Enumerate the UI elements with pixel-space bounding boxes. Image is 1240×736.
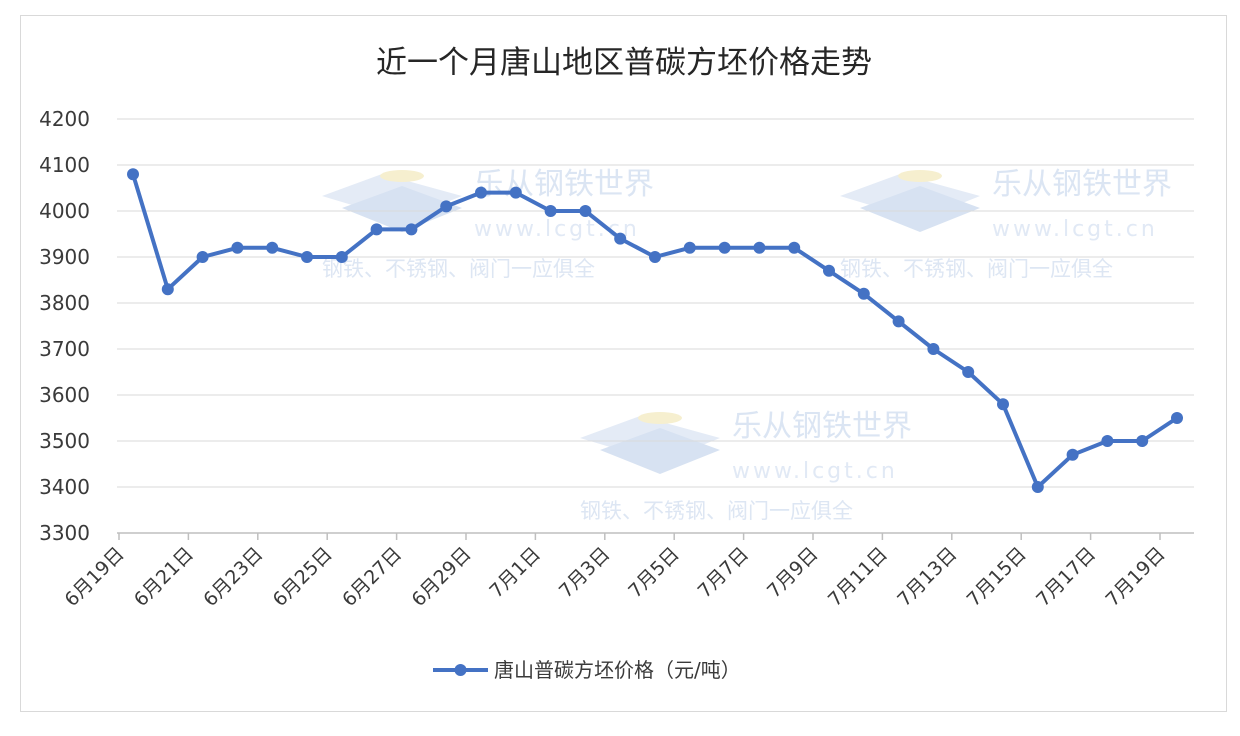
x-tick-label: 6月19日 xyxy=(60,543,128,611)
watermark-slogan: 钢铁、不锈钢、阀门一应俱全 xyxy=(840,257,1113,281)
watermark-logo-layer-icon xyxy=(600,428,720,474)
series-layer xyxy=(127,168,1183,493)
data-point xyxy=(823,264,835,277)
data-point xyxy=(127,168,139,181)
data-point xyxy=(753,241,766,254)
x-tick-label: 6月27日 xyxy=(338,543,406,611)
data-point xyxy=(892,315,905,328)
watermark-layer: 乐从钢铁世界www.lcgt.cn钢铁、不锈钢、阀门一应俱全乐从钢铁世界www.… xyxy=(322,167,1172,523)
watermark-logo-dot-icon xyxy=(638,412,682,424)
data-point xyxy=(405,223,418,236)
data-point xyxy=(1031,481,1044,493)
x-tick-label: 7月19日 xyxy=(1101,543,1169,611)
data-point xyxy=(544,205,557,217)
y-tick-label: 4100 xyxy=(39,153,90,177)
data-point xyxy=(509,186,522,199)
data-point xyxy=(475,186,487,199)
watermark-slogan: 钢铁、不锈钢、阀门一应俱全 xyxy=(580,499,853,523)
data-point xyxy=(788,241,801,254)
data-point xyxy=(440,200,453,213)
x-tick-label: 6月29日 xyxy=(407,543,475,611)
x-tick-label: 7月1日 xyxy=(485,543,545,603)
watermark-logo-dot-icon xyxy=(898,170,942,182)
y-tick-label: 3700 xyxy=(39,337,90,361)
data-point xyxy=(335,251,348,263)
watermark-brand: 乐从钢铁世界 xyxy=(992,167,1172,202)
chart-frame xyxy=(20,15,1227,712)
watermark-slogan: 钢铁、不锈钢、阀门一应俱全 xyxy=(322,257,595,281)
data-point xyxy=(1101,435,1114,447)
x-tick-label: 7月7日 xyxy=(694,543,754,603)
x-tick-label: 7月13日 xyxy=(893,543,961,611)
data-point xyxy=(161,283,174,296)
data-point xyxy=(683,241,696,254)
watermark-url: www.lcgt.cn xyxy=(732,459,898,484)
x-tick-label: 7月11日 xyxy=(824,543,892,611)
data-point xyxy=(370,223,383,236)
y-tick-label: 4000 xyxy=(39,199,90,223)
y-tick-label: 4200 xyxy=(39,107,90,131)
data-point xyxy=(1171,412,1183,424)
y-tick-label: 3800 xyxy=(39,291,90,315)
watermark-logo-dot-icon xyxy=(380,170,424,182)
data-point xyxy=(997,398,1009,411)
legend-label: 唐山普碳方坯价格（元/吨） xyxy=(494,658,741,682)
y-axis: 3300 3400 3500 3600 3700 3800 3900 4000 4100 4200 xyxy=(39,107,90,545)
watermark-logo-layer-icon xyxy=(342,186,462,232)
data-point xyxy=(231,241,244,254)
x-tick-label: 6月25日 xyxy=(269,543,337,611)
x-axis: 6月19日 6月21日 6月23日 6月25日 6月27日 6月29日 7月1日 7月3日 7月… xyxy=(60,532,1194,611)
x-tick-label: 7月15日 xyxy=(963,543,1031,611)
watermark-logo-layer-icon xyxy=(860,186,980,232)
y-tick-label: 3600 xyxy=(39,383,90,407)
data-point xyxy=(579,205,592,217)
x-tick-label: 7月17日 xyxy=(1032,543,1100,611)
legend-marker-icon xyxy=(454,664,467,676)
x-tick-label: 6月23日 xyxy=(199,543,267,611)
data-point xyxy=(857,287,870,300)
y-tick-label: 3400 xyxy=(39,475,90,499)
data-point xyxy=(718,241,731,254)
watermark-brand: 乐从钢铁世界 xyxy=(732,409,912,444)
data-point xyxy=(927,343,940,355)
chart-title: 近一个月唐山地区普碳方坯价格走势 xyxy=(376,45,872,81)
data-point xyxy=(649,251,661,263)
y-tick-label: 3900 xyxy=(39,245,90,269)
data-point xyxy=(196,251,209,263)
x-tick-label: 7月5日 xyxy=(624,543,684,603)
y-tick-label: 3500 xyxy=(39,429,90,453)
watermark-brand: 乐从钢铁世界 xyxy=(474,167,654,202)
data-point xyxy=(962,366,975,378)
data-point xyxy=(1136,435,1149,447)
watermark-url: www.lcgt.cn xyxy=(992,217,1158,242)
x-tick-label: 7月3日 xyxy=(555,543,615,603)
data-point xyxy=(301,251,313,263)
data-point xyxy=(266,241,279,254)
x-tick-label: 6月21日 xyxy=(130,543,198,611)
legend: 唐山普碳方坯价格（元/吨） xyxy=(433,658,741,682)
data-point xyxy=(614,232,627,245)
watermark: 乐从钢铁世界 www.lcgt.cn 钢铁、不锈钢、阀门一应俱全 xyxy=(580,409,912,523)
watermark: 乐从钢铁世界 www.lcgt.cn 钢铁、不锈钢、阀门一应俱全 xyxy=(840,167,1172,281)
x-tick-label: 7月9日 xyxy=(763,543,823,603)
data-point xyxy=(1066,448,1079,461)
y-tick-label: 3300 xyxy=(39,521,90,545)
